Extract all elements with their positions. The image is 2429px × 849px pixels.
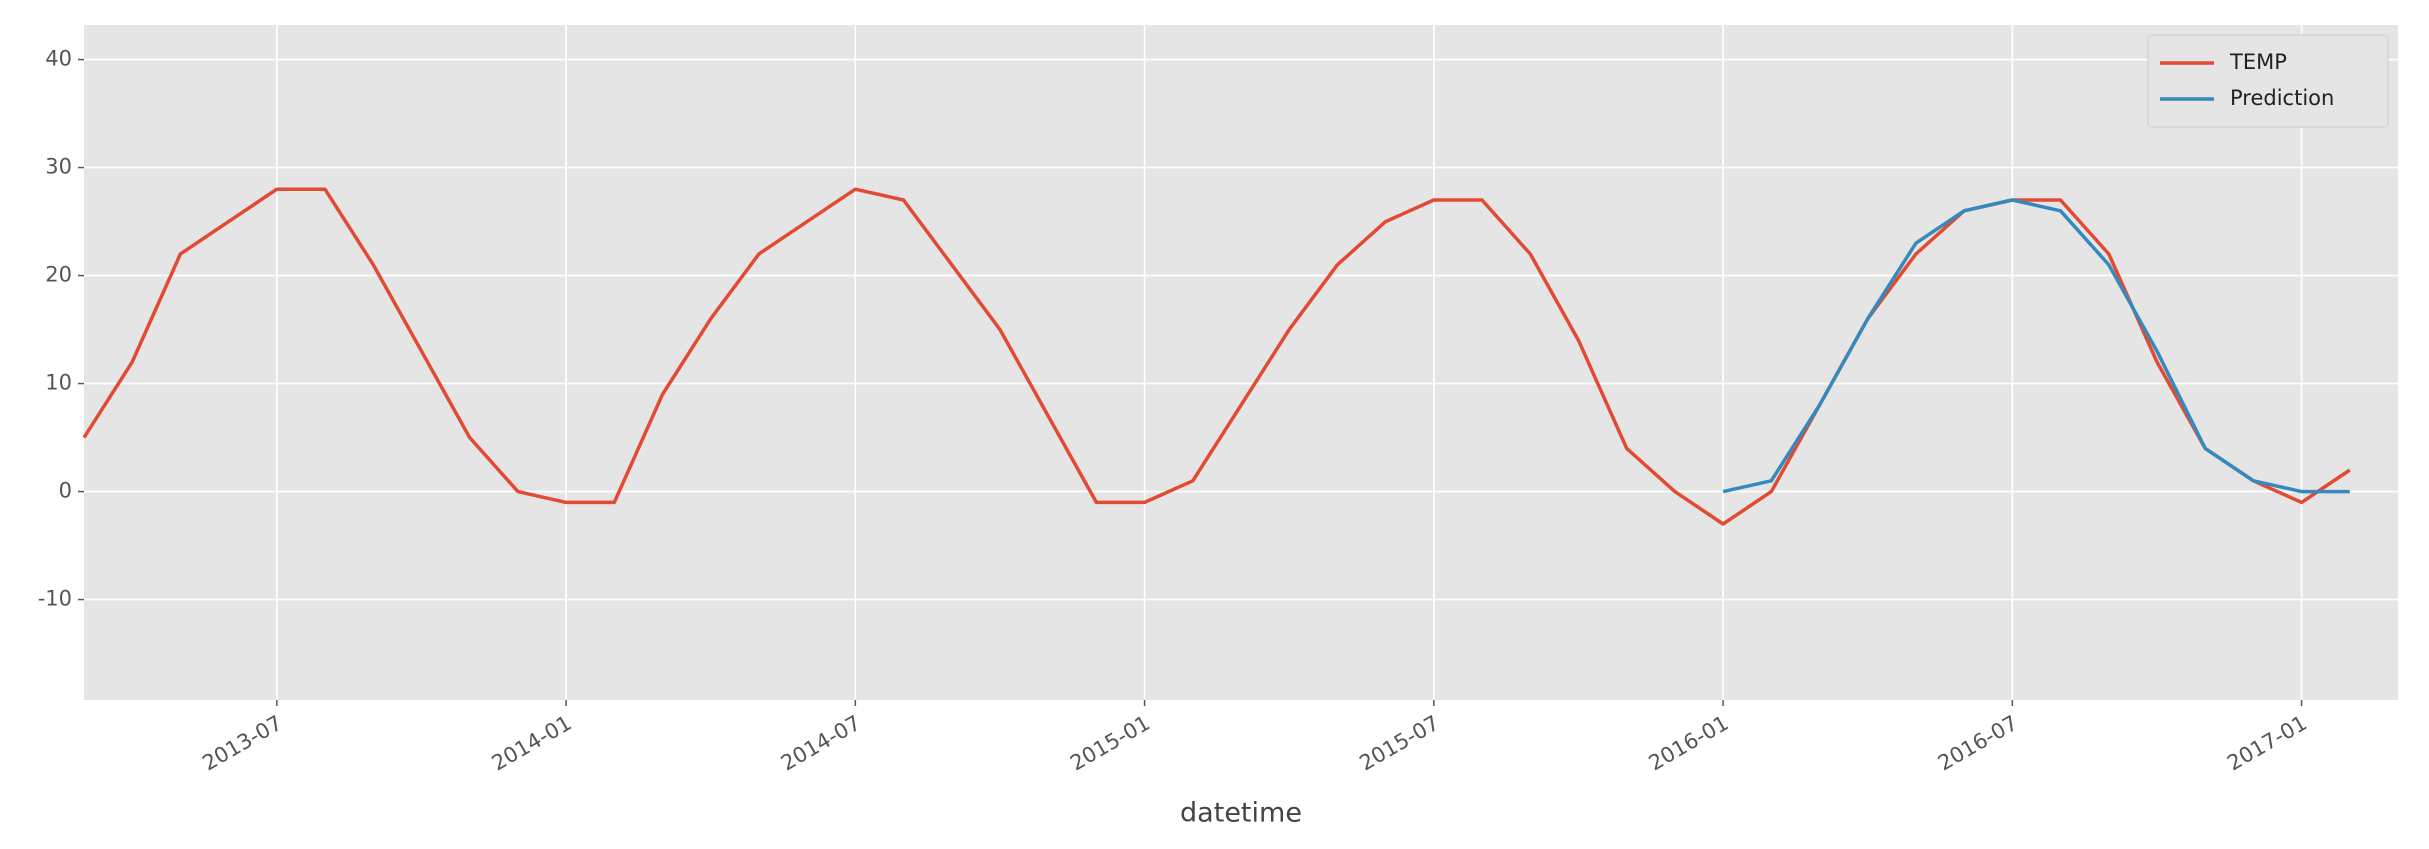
legend-label: TEMP	[2229, 50, 2287, 74]
y-tick-label: 30	[45, 155, 72, 179]
x-tick-label: 2015-07	[1355, 711, 1443, 776]
y-tick-label: 0	[59, 479, 72, 503]
y-tick-label: 10	[45, 371, 72, 395]
x-axis-label: datetime	[1180, 798, 1302, 829]
x-tick-label: 2013-07	[198, 711, 286, 776]
x-tick-label: 2014-07	[777, 711, 865, 776]
legend-label: Prediction	[2230, 86, 2334, 110]
data-line	[1722, 198, 2350, 494]
x-tick-label: 2014-01	[488, 711, 576, 776]
x-tick-label: 2016-07	[1934, 711, 2022, 776]
legend: TEMP Prediction	[2147, 34, 2389, 128]
x-tick-label: 2017-01	[2223, 711, 2311, 776]
plot-area	[84, 25, 2398, 700]
x-tick-label: 2015-01	[1066, 711, 1154, 776]
y-tick-label: 20	[45, 263, 72, 287]
x-tick-label: 2016-01	[1645, 711, 1733, 776]
y-tick-label: -10	[38, 587, 72, 611]
y-tick-label: 40	[45, 47, 72, 71]
legend-box	[2147, 34, 2389, 128]
